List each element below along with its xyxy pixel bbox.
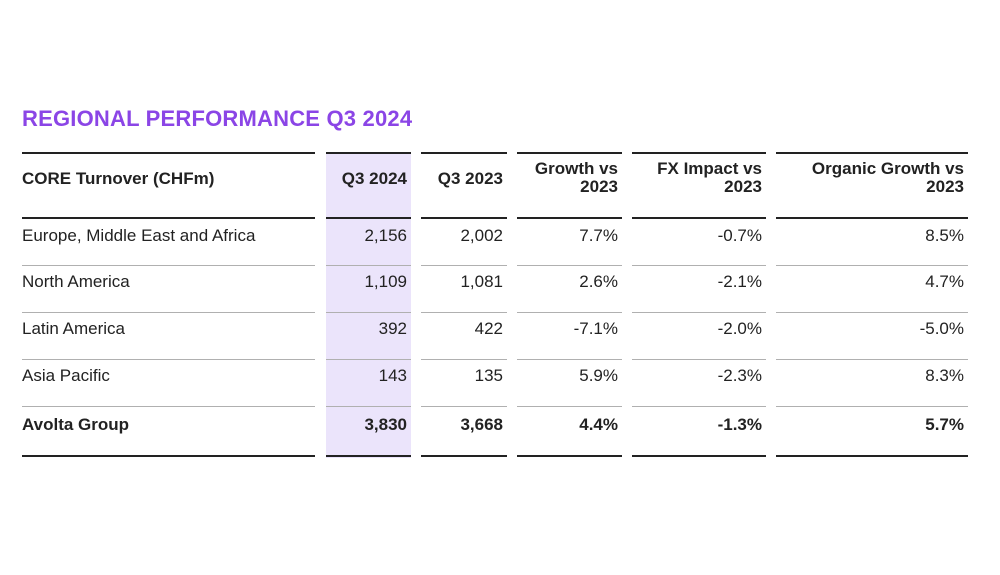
row-divider bbox=[421, 359, 507, 360]
table-cell-q3-2023: 2,002 bbox=[460, 226, 503, 245]
header-top-rule-region bbox=[22, 152, 315, 154]
row-divider bbox=[517, 359, 622, 360]
table-cell-growth: 7.7% bbox=[579, 226, 618, 245]
header-q3-2023: Q3 2023 bbox=[437, 169, 503, 188]
header-bottom-rule-q3-2023 bbox=[421, 217, 507, 219]
table-cell-region: Latin America bbox=[22, 319, 125, 338]
table-cell-fx-impact: -0.7% bbox=[717, 226, 762, 245]
header-q3-2024: Q3 2024 bbox=[341, 169, 407, 188]
header-top-rule-organic-growth bbox=[776, 152, 968, 154]
row-divider bbox=[22, 406, 315, 407]
table-cell-q3-2024: 392 bbox=[378, 319, 407, 338]
page-title: REGIONAL PERFORMANCE Q3 2024 bbox=[22, 106, 413, 131]
table-cell-q3-2023: 135 bbox=[474, 366, 503, 385]
row-divider bbox=[326, 406, 411, 407]
header-organic-growth-line-2: 2023 bbox=[926, 177, 964, 196]
table-cell-fx-impact: -2.1% bbox=[717, 272, 762, 291]
row-divider bbox=[326, 312, 411, 313]
table-bottom-rule-q3-2023 bbox=[421, 455, 507, 457]
row-divider bbox=[326, 265, 411, 266]
total-cell-organic-growth: 5.7% bbox=[925, 415, 964, 434]
table-cell-q3-2024: 1,109 bbox=[364, 272, 407, 291]
total-cell-growth: 4.4% bbox=[579, 415, 618, 434]
row-divider bbox=[421, 265, 507, 266]
table-cell-fx-impact: -2.3% bbox=[717, 366, 762, 385]
table-cell-region: Asia Pacific bbox=[22, 366, 110, 385]
table-cell-growth: 2.6% bbox=[579, 272, 618, 291]
row-divider bbox=[421, 312, 507, 313]
total-cell-q3-2024: 3,830 bbox=[364, 415, 407, 434]
table-cell-fx-impact: -2.0% bbox=[717, 319, 762, 338]
header-top-rule-q3-2024 bbox=[326, 152, 411, 154]
table-bottom-rule-region bbox=[22, 455, 315, 457]
row-divider bbox=[632, 265, 766, 266]
table-cell-growth: 5.9% bbox=[579, 366, 618, 385]
header-region: CORE Turnover (CHFm) bbox=[22, 169, 215, 188]
table-cell-organic-growth: 8.3% bbox=[925, 366, 964, 385]
row-divider bbox=[776, 265, 968, 266]
header-bottom-rule-q3-2024 bbox=[326, 217, 411, 219]
row-divider bbox=[632, 406, 766, 407]
row-divider bbox=[517, 406, 622, 407]
table-cell-growth: -7.1% bbox=[573, 319, 618, 338]
row-divider bbox=[776, 359, 968, 360]
table-cell-q3-2023: 1,081 bbox=[460, 272, 503, 291]
table-bottom-rule-growth bbox=[517, 455, 622, 457]
row-divider bbox=[632, 359, 766, 360]
row-divider bbox=[421, 406, 507, 407]
table-bottom-rule-organic-growth bbox=[776, 455, 968, 457]
row-divider bbox=[22, 312, 315, 313]
table-cell-organic-growth: -5.0% bbox=[919, 319, 964, 338]
header-bottom-rule-organic-growth bbox=[776, 217, 968, 219]
header-growth-line-1: Growth vs bbox=[534, 159, 618, 178]
highlight-column-q3-2024 bbox=[326, 153, 411, 458]
table-cell-organic-growth: 8.5% bbox=[925, 226, 964, 245]
row-divider bbox=[776, 406, 968, 407]
table-bottom-rule-fx-impact bbox=[632, 455, 766, 457]
total-cell-region: Avolta Group bbox=[22, 415, 130, 434]
row-divider bbox=[517, 265, 622, 266]
table-bottom-rule-q3-2024 bbox=[326, 455, 411, 457]
table-cell-q3-2024: 2,156 bbox=[364, 226, 407, 245]
header-bottom-rule-growth bbox=[517, 217, 622, 219]
table-cell-region: North America bbox=[22, 272, 130, 291]
header-top-rule-growth bbox=[517, 152, 622, 154]
total-cell-fx-impact: -1.3% bbox=[717, 415, 762, 434]
table-cell-region: Europe, Middle East and Africa bbox=[22, 226, 256, 245]
row-divider bbox=[22, 265, 315, 266]
table-cell-q3-2023: 422 bbox=[474, 319, 503, 338]
header-bottom-rule-fx-impact bbox=[632, 217, 766, 219]
row-divider bbox=[632, 312, 766, 313]
table-cell-q3-2024: 143 bbox=[378, 366, 407, 385]
row-divider bbox=[776, 312, 968, 313]
total-cell-q3-2023: 3,668 bbox=[460, 415, 503, 434]
header-organic-growth-line-1: Organic Growth vs bbox=[811, 159, 964, 178]
row-divider bbox=[22, 359, 315, 360]
table-cell-organic-growth: 4.7% bbox=[925, 272, 964, 291]
row-divider bbox=[326, 359, 411, 360]
header-top-rule-fx-impact bbox=[632, 152, 766, 154]
row-divider bbox=[517, 312, 622, 313]
header-top-rule-q3-2023 bbox=[421, 152, 507, 154]
header-fx-impact-line-1: FX Impact vs bbox=[657, 159, 762, 178]
header-fx-impact-line-2: 2023 bbox=[724, 177, 762, 196]
header-growth-line-2: 2023 bbox=[580, 177, 618, 196]
header-bottom-rule-region bbox=[22, 217, 315, 219]
